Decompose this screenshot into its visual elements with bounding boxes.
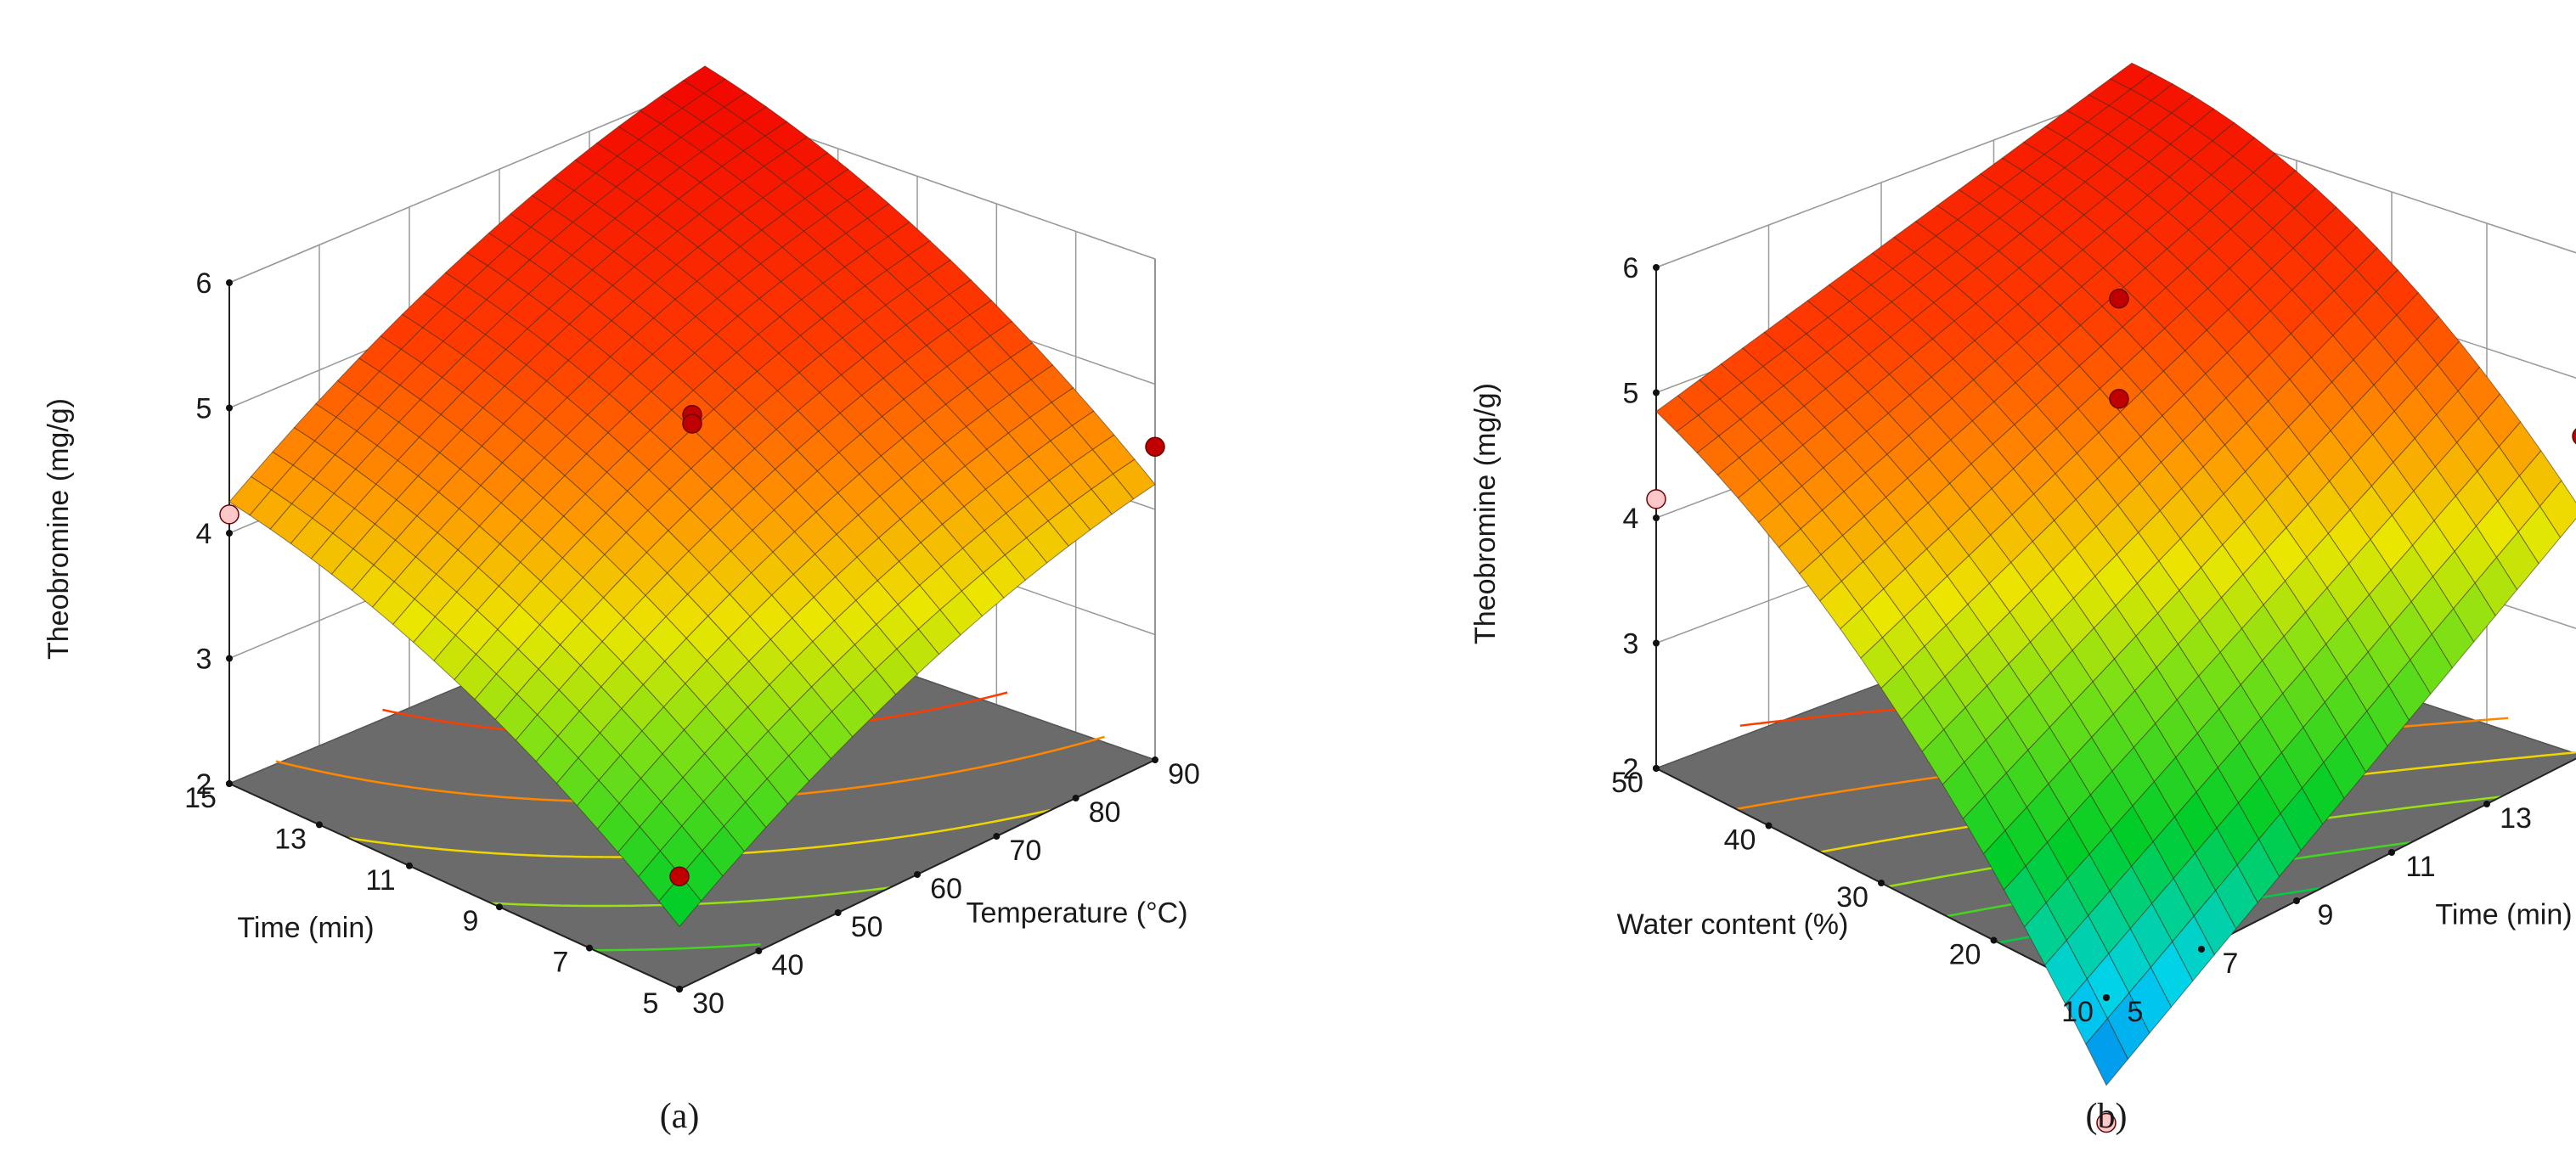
z-tick-label: 6: [1623, 252, 1639, 284]
axis-labels: 234561020304050579111315Theobromine (mg/…: [1469, 252, 2573, 1136]
z-axis-title: Theobromine (mg/g): [1469, 383, 1502, 644]
z-tick-label: 4: [196, 518, 212, 550]
x-tick-mark: [2198, 946, 2205, 953]
x-tick-mark: [1072, 795, 1079, 801]
z-tick-label: 3: [196, 644, 212, 676]
z-tick-label: 2: [1623, 753, 1639, 785]
z-tick-mark: [226, 404, 233, 412]
design-points: [219, 404, 1165, 886]
y-tick-label: 50: [1611, 767, 1643, 799]
y-axis-line: [228, 783, 680, 990]
panel-caption: (a): [660, 1097, 700, 1136]
z-tick-mark: [226, 655, 233, 662]
chart-panel-a: 2 3 4 5 6 5 7 9 11 13 15 30 40 50 60 70 80 90 Theobromine …: [42, 65, 1200, 1136]
y-tick-mark: [586, 944, 593, 952]
design-point: [2109, 289, 2129, 309]
x-tick-label: 11: [2405, 851, 2435, 883]
y-tick-mark: [406, 862, 413, 869]
x-axis-title: Time (min): [2435, 898, 2572, 931]
axis-labels: 2 3 4 5 6 5 7 9 11 13 15 30 40 50 60 70 80 90 Theobromine …: [42, 267, 1200, 1136]
design-point: [1145, 436, 1165, 457]
x-tick-mark: [1152, 756, 1158, 763]
y-tick-label: 7: [553, 947, 569, 979]
design-point: [669, 866, 690, 886]
y-tick-label: 5: [643, 987, 659, 1020]
z-tick-label: 4: [1623, 503, 1639, 535]
z-tick-label: 6: [196, 267, 212, 300]
x-axis-title: Temperature (°C): [966, 897, 1187, 930]
z-tick-mark: [1653, 515, 1660, 521]
y-tick-mark: [316, 821, 323, 829]
x-tick-label: 40: [771, 949, 803, 981]
z-tick-label: 5: [1623, 378, 1639, 410]
x-tick-mark: [2103, 994, 2110, 1001]
contour-line: [594, 942, 761, 952]
y-axis-title: Time (min): [237, 912, 374, 944]
x-tick-label: 80: [1089, 796, 1121, 829]
x-tick-label: 7: [2223, 948, 2239, 980]
x-tick-mark: [993, 833, 1001, 840]
design-point: [219, 504, 240, 525]
design-point: [682, 413, 702, 434]
design-point: [1646, 489, 1666, 509]
y-tick-mark: [1990, 936, 1998, 944]
z-tick-label: 3: [1623, 628, 1639, 661]
x-tick-label: 60: [930, 873, 962, 905]
z-tick-mark: [226, 530, 233, 537]
y-tick-mark: [496, 903, 503, 911]
design-point: [2572, 428, 2576, 445]
x-tick-mark: [676, 986, 683, 992]
y-tick-label: 30: [1836, 881, 1869, 914]
x-tick-mark: [2483, 801, 2490, 807]
y-tick-label: 40: [1724, 824, 1756, 857]
x-tick-label: 70: [1009, 835, 1041, 867]
x-tick-mark: [755, 948, 763, 954]
z-axis-title: Theobromine (mg/g): [42, 398, 75, 660]
response-surface: [228, 65, 1156, 928]
x-tick-label: 13: [2500, 802, 2532, 835]
y-tick-label: 9: [463, 905, 479, 937]
y-tick-mark: [1653, 765, 1660, 772]
y-tick-mark: [1765, 822, 1773, 829]
z-tick-mark: [1653, 389, 1660, 396]
y-tick-label: 20: [1949, 939, 1981, 971]
z-tick-mark: [226, 279, 233, 286]
design-point: [2096, 1112, 2117, 1133]
design-point: [2109, 389, 2129, 409]
x-tick-label: 5: [2128, 996, 2144, 1028]
panel-caption: (b): [2086, 1097, 2128, 1136]
y-axis-title: Water content (%): [1617, 908, 1849, 941]
z-tick-label: 2: [196, 768, 212, 801]
x-tick-mark: [2388, 849, 2395, 856]
y-tick-label: 11: [365, 864, 395, 897]
x-tick-label: 90: [1168, 758, 1200, 790]
z-tick-mark: [1653, 264, 1660, 271]
z-tick-label: 5: [196, 393, 212, 425]
y-tick-mark: [1878, 880, 1885, 886]
x-tick-mark: [2293, 897, 2300, 904]
y-tick-label: 10: [2061, 996, 2094, 1028]
response-surface: [1655, 62, 2576, 1087]
z-tick-mark: [1653, 639, 1660, 647]
y-tick-label: 13: [274, 823, 307, 855]
y-tick-label: 15: [184, 782, 217, 814]
design-points: [1646, 289, 2576, 1133]
x-tick-label: 9: [2318, 899, 2334, 931]
x-tick-mark: [914, 871, 921, 878]
surface-cell: [2085, 1017, 2129, 1087]
x-tick-label: 30: [692, 987, 724, 1020]
y-tick-mark: [226, 780, 233, 787]
x-tick-mark: [834, 909, 842, 916]
x-tick-label: 50: [851, 911, 883, 943]
chart-panel-b: 234561020304050579111315Theobromine (mg/…: [1469, 62, 2576, 1136]
